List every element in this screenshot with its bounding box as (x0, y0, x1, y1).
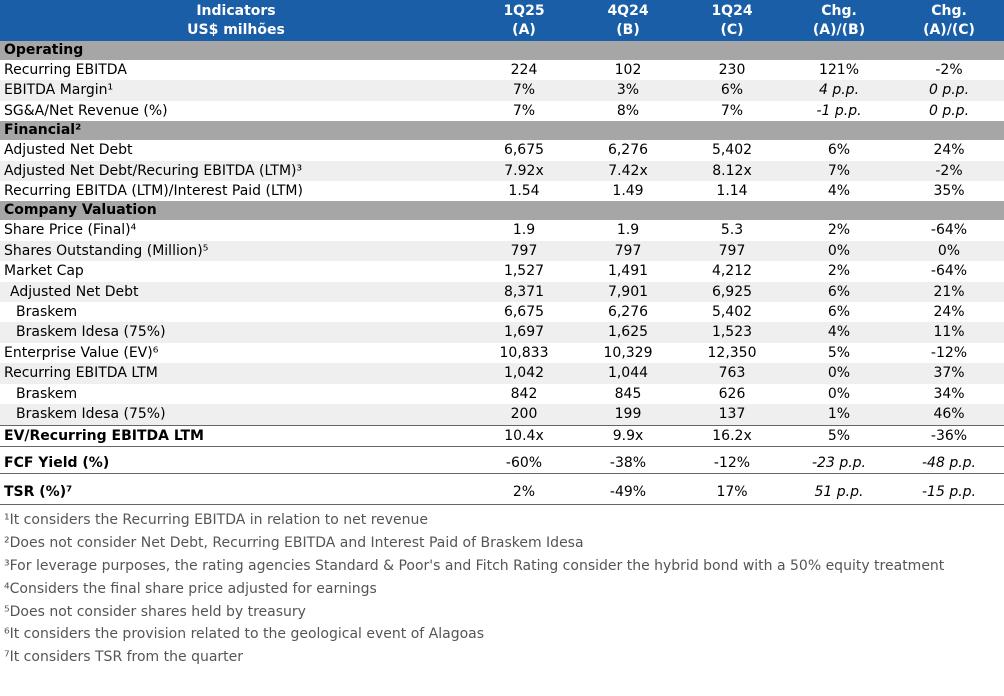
section-financial: Financial² (0, 121, 1004, 141)
table-row: Shares Outstanding (Million)⁵ 797 797 797 0%… (0, 240, 1004, 262)
header-col-chg-ac: Chg. (A)/(C) (894, 0, 1004, 41)
table-row: Braskem 842 845 626 0% 34% (16, 385, 965, 402)
footnote: ⁶It considers the provision related to t… (4, 626, 485, 643)
footnote: ⁴Considers the final share price adjuste… (4, 580, 377, 597)
table-row: Braskem 6,675 6,276 5,402 6% 24% (16, 304, 965, 321)
section-company-valuation: Company Valuation (0, 201, 1004, 221)
table-row: Braskem Idesa (75%) 200 199 137 1% 46% (0, 404, 1004, 425)
footnote: ²Does not consider Net Debt, Recurring E… (4, 535, 584, 552)
header-col-1q24: 1Q24 (C) (680, 0, 784, 41)
table-row-tsr: TSR (%)⁷ 2% -49% 17% 51 p.p. -15 p.p. (0, 480, 1004, 506)
table-row: Recurring EBITDA (LTM)/Interest Paid (LT… (4, 183, 965, 200)
table-row-fcf-yield: FCF Yield (%) -60% -38% -12% -23 p.p. -48 p.p… (0, 452, 1004, 475)
table-header: Indicators US$ milhões 1Q25 (A) 4Q24 (B) 1Q… (0, 0, 1004, 41)
section-operating: Operating (0, 41, 1004, 60)
footnote: ¹It considers the Recurring EBITDA in re… (4, 512, 429, 529)
header-col-4q24: 4Q24 (B) (576, 0, 680, 41)
footnote: ⁵Does not consider shares held by treasu… (4, 603, 306, 620)
table-row: Enterprise Value (EV)⁶ 10,833 10,329 12,350… (4, 344, 968, 361)
table-row: SG&A/Net Revenue (%) 7% 8% 7% -1 p.p. 0 p.p. (4, 102, 970, 119)
table-row: EBITDA Margin¹ 7% 3% 6% 4 p.p. 0 p.p. (0, 80, 1004, 101)
footnote: ⁷It considers TSR from the quarter (4, 649, 244, 666)
indicators-table: Indicators US$ milhões 1Q25 (A) 4Q24 (B) 1Q… (0, 0, 1004, 506)
footnote: ³For leverage purposes, the rating agenc… (4, 557, 945, 574)
table-row: Adjusted Net Debt 8,371 7,901 6,925 6% 21% (0, 281, 1004, 303)
footnotes: ¹It considers the Recurring EBITDA in re… (0, 509, 1004, 669)
table-row-ev-ebitda: EV/Recurring EBITDA LTM 10.4x 9.9x 16.2x 5% -… (0, 424, 1004, 447)
table-row: Adjusted Net Debt/Recuring EBITDA (LTM)³… (0, 160, 1004, 182)
table-row: Recurring EBITDA 224 102 230 121% -2% (4, 62, 963, 78)
header-col-1q25: 1Q25 (A) (472, 0, 576, 41)
table-row: Share Price (Final)⁴ 1.9 1.9 5.3 2% -64% (4, 222, 968, 239)
header-indicators: Indicators US$ milhões (0, 0, 472, 41)
table-row: Recurring EBITDA LTM 1,042 1,044 763 0% 37% (0, 363, 1004, 384)
table-row: Adjusted Net Debt 6,675 6,276 5,402 6% 24% (4, 142, 965, 159)
table-row: Market Cap 1,527 1,491 4,212 2% -64% (4, 263, 968, 280)
table-row: Braskem Idesa (75%) 1,697 1,625 1,523 4% 11% (0, 322, 1004, 343)
header-col-chg-ab: Chg. (A)/(B) (784, 0, 894, 41)
